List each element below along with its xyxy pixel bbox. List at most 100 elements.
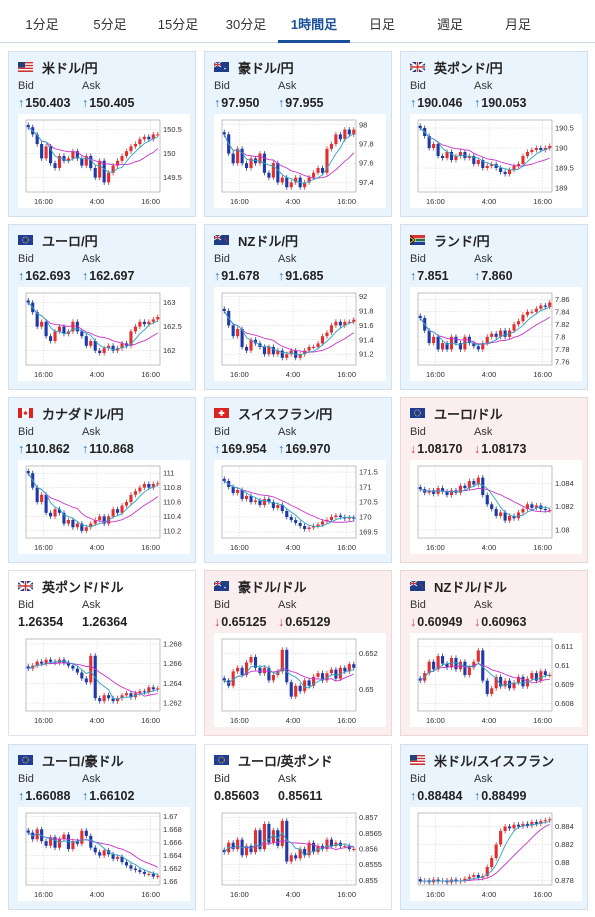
- rate-card-nzd-jpy[interactable]: NZドル/円 Bid Ask ↑91.678 ↑91.685 16:00 4:00 16:00…: [204, 224, 392, 390]
- bid-price: 169.954: [221, 442, 267, 456]
- tab-30min[interactable]: 30分足: [225, 17, 267, 32]
- x-tick-label: 16:00: [230, 197, 249, 206]
- rate-card-eur-jpy[interactable]: ユーロ/円 Bid Ask ↑162.693 ↑162.697 16:00 4:00 16:0…: [8, 224, 196, 390]
- pair-name[interactable]: 米ドル/スイスフラン: [434, 754, 555, 769]
- tab-5min[interactable]: 5分足: [93, 17, 127, 32]
- bull-candle: [71, 321, 75, 332]
- bull-candle: [142, 484, 146, 488]
- y-tick-label: 1.084: [555, 479, 574, 488]
- price-chart[interactable]: 16:00 4:00 16:00 98 97.8 97.6 97.4: [214, 114, 386, 208]
- arrow-up-icon: ↑: [278, 269, 285, 283]
- rate-card-eur-gbp[interactable]: ユーロ/英ポンド Bid Ask 0.85603 0.85611 16:00 4:00 16:…: [204, 744, 392, 910]
- pair-name[interactable]: NZドル/ドル: [434, 580, 507, 595]
- tab-daily[interactable]: 日足: [368, 17, 395, 32]
- arrow-up-icon: ↑: [214, 442, 221, 456]
- y-tick-label: 162: [163, 346, 176, 355]
- bear-candle: [418, 678, 422, 681]
- bear-candle: [289, 517, 293, 520]
- arrow-down-icon: ↓: [474, 615, 481, 629]
- x-tick-label: 4:00: [286, 890, 301, 899]
- tab-1min[interactable]: 1分足: [25, 17, 59, 32]
- bear-candle: [543, 671, 547, 675]
- rate-card-aud-usd[interactable]: 豪ドル/ドル Bid Ask ↓0.65125 ↓0.65129 16:00 4:00 16:…: [204, 570, 392, 736]
- bull-candle: [35, 661, 39, 666]
- pair-name[interactable]: NZドル/円: [238, 234, 298, 249]
- bull-candle: [271, 675, 275, 681]
- price-chart[interactable]: 16:00 4:00 16:00 190.5 190 189.5 189: [410, 114, 582, 208]
- ask-value: 1.26364: [82, 615, 127, 629]
- bear-candle: [303, 849, 307, 856]
- pair-name[interactable]: ユーロ/円: [42, 234, 98, 249]
- x-tick-label: 16:00: [230, 890, 249, 899]
- price-chart[interactable]: 16:00 4:00 16:00 0.652 0.65: [214, 633, 386, 727]
- rate-card-chf-jpy[interactable]: スイスフラン/円 Bid Ask ↑169.954 ↑169.970 16:00 4:00 1…: [204, 397, 392, 563]
- bull-candle: [476, 160, 480, 164]
- rate-card-gbp-usd[interactable]: 英ポンド/ドル Bid Ask 1.26354 1.26364 16:00 4:00 16:0…: [8, 570, 196, 736]
- nz-flag-icon: [410, 581, 425, 591]
- price-chart[interactable]: 16:00 4:00 16:00 111 110.8 110.6 110.4 110.2: [18, 460, 190, 554]
- pair-name[interactable]: カナダドル/円: [42, 407, 124, 422]
- price-chart[interactable]: 16:00 4:00 16:00 150.5 150 149.5: [18, 114, 190, 208]
- y-tick-label: 0.609: [555, 680, 574, 689]
- price-chart[interactable]: 16:00 4:00 16:00 1.084 1.082 1.08: [410, 460, 582, 554]
- bull-candle: [325, 673, 329, 681]
- bear-candle: [334, 669, 338, 679]
- tab-15min[interactable]: 15分足: [157, 17, 199, 32]
- price-chart[interactable]: 16:00 4:00 16:00 1.67 1.668 1.666 1.664 1.662 1.…: [18, 807, 190, 901]
- bull-candle: [490, 164, 494, 166]
- bear-candle: [494, 508, 498, 516]
- bear-candle: [289, 682, 293, 697]
- pair-name[interactable]: 英ポンド/円: [434, 61, 503, 76]
- pair-name[interactable]: 米ドル/円: [42, 61, 98, 76]
- rate-card-nzd-usd[interactable]: NZドル/ドル Bid Ask ↓0.60949 ↓0.60963 16:00 4:00 16…: [400, 570, 588, 736]
- bull-candle: [530, 673, 534, 679]
- price-chart[interactable]: 16:00 4:00 16:00 163 162.5 162: [18, 287, 190, 381]
- candlestick-chart: 16:00 4:00 16:00 163 162.5 162: [25, 292, 182, 379]
- arrow-up-icon: ↑: [18, 789, 25, 803]
- bear-candle: [481, 160, 485, 168]
- price-chart[interactable]: 16:00 4:00 16:00 0.611 0.61 0.609 0.608: [410, 633, 582, 727]
- timeframe-tabs: 1分足 5分足 15分足 30分足 1時間足 日足 週足 月足: [0, 0, 595, 43]
- price-chart[interactable]: 16:00 4:00 16:00 0.857 0.8565 0.856 0.8555 0.85…: [214, 807, 386, 901]
- price-chart[interactable]: 16:00 4:00 16:00 7.86 7.84 7.82 7.8 7.78 7.76: [410, 287, 582, 381]
- pair-name[interactable]: ユーロ/英ポンド: [238, 754, 333, 769]
- ask-price: 162.697: [89, 269, 135, 283]
- pair-name[interactable]: 豪ドル/ドル: [238, 580, 307, 595]
- pair-name[interactable]: ランド/円: [434, 234, 490, 249]
- rate-card-cad-jpy[interactable]: カナダドル/円 Bid Ask ↑110.862 ↑110.868 16:00 4:00 16…: [8, 397, 196, 563]
- bid-price: 0.65125: [221, 615, 267, 629]
- rate-card-aud-jpy[interactable]: 豪ドル/円 Bid Ask ↑97.950 ↑97.955 16:00 4:00 16:00 9…: [204, 51, 392, 217]
- bull-candle: [249, 657, 253, 663]
- rate-card-usd-jpy[interactable]: 米ドル/円 Bid Ask ↑150.403 ↑150.405 16:00 4:00 16:0…: [8, 51, 196, 217]
- tab-monthly[interactable]: 月足: [504, 17, 531, 32]
- y-tick-label: 170.5: [359, 498, 378, 507]
- uk-flag-icon: [410, 62, 425, 72]
- y-tick-label: 1.664: [163, 851, 182, 860]
- pair-name[interactable]: 豪ドル/円: [238, 61, 294, 76]
- price-chart[interactable]: 16:00 4:00 16:00 171.5 171 170.5 170 169.5: [214, 460, 386, 554]
- x-tick-label: 4:00: [482, 890, 497, 899]
- rate-card-usd-chf[interactable]: 米ドル/スイスフラン Bid Ask ↑0.88484 ↑0.88499 16:00 4:0…: [400, 744, 588, 910]
- bear-candle: [530, 504, 534, 508]
- ma-slow-line: [223, 310, 355, 353]
- price-chart[interactable]: 16:00 4:00 16:00 0.884 0.882 0.88 0.878: [410, 807, 582, 901]
- bear-candle: [338, 515, 342, 517]
- bear-candle: [129, 865, 133, 869]
- tab-1hour[interactable]: 1時間足: [290, 17, 338, 32]
- price-chart[interactable]: 16:00 4:00 16:00 92 91.8 91.6 91.4 91.2: [214, 287, 386, 381]
- pair-name[interactable]: ユーロ/豪ドル: [42, 754, 124, 769]
- pair-name[interactable]: ユーロ/ドル: [434, 407, 503, 422]
- rate-card-eur-usd[interactable]: ユーロ/ドル Bid Ask ↓1.08170 ↓1.08173 16:00 4:00 16:…: [400, 397, 588, 563]
- rate-card-gbp-jpy[interactable]: 英ポンド/円 Bid Ask ↑190.046 ↑190.053 16:00 4:00 16:…: [400, 51, 588, 217]
- plot-frame: [417, 292, 553, 366]
- bull-candle: [307, 527, 311, 529]
- tab-weekly[interactable]: 週足: [436, 17, 463, 32]
- pair-name[interactable]: 英ポンド/ドル: [42, 580, 124, 595]
- price-chart[interactable]: 16:00 4:00 16:00 1.268 1.266 1.264 1.262: [18, 633, 190, 727]
- bull-candle: [467, 876, 471, 879]
- ma-fast-line: [223, 831, 354, 857]
- pair-name[interactable]: スイスフラン/円: [238, 407, 333, 422]
- rate-card-eur-aud[interactable]: ユーロ/豪ドル Bid Ask ↑1.66088 ↑1.66102 16:00 4:00 16…: [8, 744, 196, 910]
- bull-candle: [53, 509, 57, 517]
- rate-card-zar-jpy[interactable]: ランド/円 Bid Ask ↑7.851 ↑7.860 16:00 4:00 16:00 7.8…: [400, 224, 588, 390]
